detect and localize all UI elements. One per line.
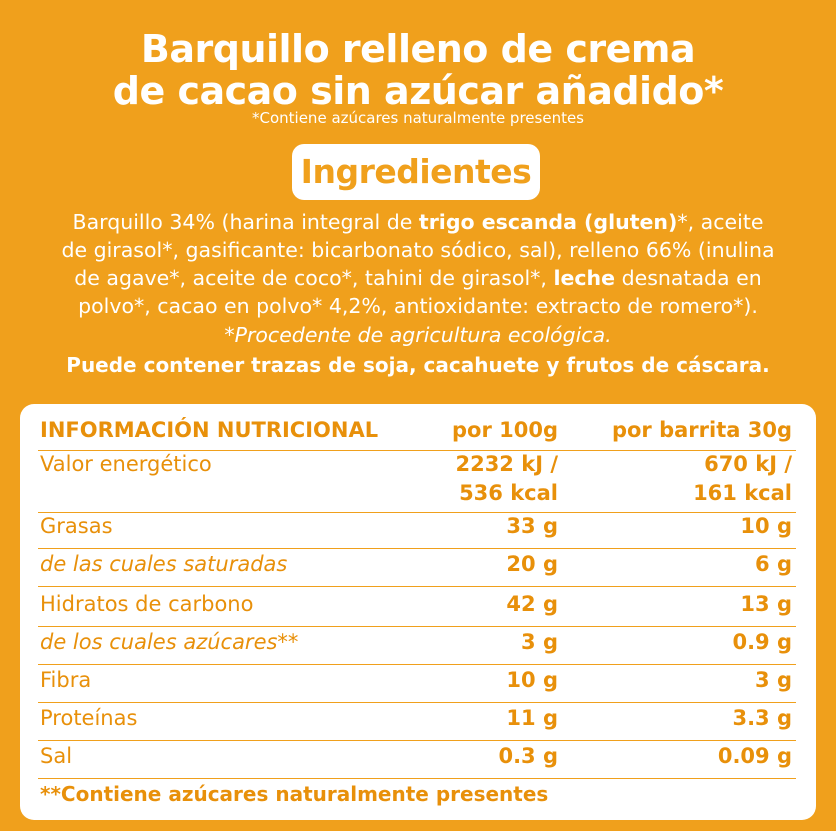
row-label: Sal (40, 744, 73, 768)
nutrition-header-row: INFORMACIÓN NUTRICIONAL por 100g por bar… (38, 416, 796, 451)
row-value-100g: 20 g (506, 552, 558, 576)
row-value-100g: 11 g (506, 706, 558, 730)
row-value-100g: 3 g (521, 630, 558, 654)
row-value-bar: 6 g (755, 552, 792, 576)
row-value-100g: 33 g (506, 514, 558, 538)
table-row: Fibra 10 g 3 g (38, 668, 796, 703)
row-label: Grasas (40, 514, 113, 538)
row-value-100g: 0.3 g (498, 744, 558, 768)
row-value-100g: 42 g (506, 592, 558, 616)
row-value-bar: 3.3 g (732, 706, 792, 730)
product-title: Barquillo relleno de crema de cacao sin … (0, 28, 836, 112)
organic-note: *Procedente de agricultura ecológica. (224, 323, 612, 347)
row-value-100g: 10 g (506, 668, 558, 692)
row-label: Hidratos de carbono (40, 592, 254, 616)
ingredients-text-part: de agave*, aceite de coco*, tahini de gi… (74, 266, 554, 290)
table-row: Hidratos de carbono 42 g 13 g (38, 592, 796, 627)
ingredients-text-part: *, aceite (677, 210, 764, 234)
table-row-energy: Valor energético 2232 kJ / 536 kcal 670 … (38, 452, 796, 513)
ingredients-line-1: Barquillo 34% (harina integral de trigo … (30, 208, 806, 236)
table-row: Sal 0.3 g 0.09 g (38, 744, 796, 779)
row-value-bar: 3 g (755, 668, 792, 692)
title-line-2: de cacao sin azúcar añadido* (112, 69, 724, 113)
title-footnote: *Contiene azúcares naturalmente presente… (252, 109, 584, 127)
energy-bar-kj: 670 kJ / (704, 452, 792, 476)
table-row: de los cuales azúcares** 3 g 0.9 g (38, 630, 796, 665)
ingredients-text-part: Barquillo 34% (harina integral de (72, 210, 419, 234)
row-value-bar: 13 g (740, 592, 792, 616)
traces-warning: Puede contener trazas de soja, cacahuete… (66, 353, 770, 377)
row-label: Proteínas (40, 706, 138, 730)
energy-label: Valor energético (40, 452, 212, 476)
allergen-gluten: trigo escanda (gluten) (418, 210, 678, 234)
ingredients-line-2: de girasol*, gasificante: bicarbonato só… (61, 238, 775, 262)
energy-bar-kcal: 161 kcal (693, 481, 792, 505)
ingredients-line-4: polvo*, cacao en polvo* 4,2%, antioxidan… (78, 294, 758, 318)
header-per-100g: por 100g (452, 418, 558, 442)
ingredients-text: Barquillo 34% (harina integral de trigo … (30, 208, 806, 320)
table-row: Proteínas 11 g 3.3 g (38, 706, 796, 741)
nutrition-panel: INFORMACIÓN NUTRICIONAL por 100g por bar… (20, 404, 816, 820)
row-label: Fibra (40, 668, 92, 692)
header-label: INFORMACIÓN NUTRICIONAL (40, 418, 379, 442)
header-per-bar: por barrita 30g (611, 418, 792, 442)
table-row: de las cuales saturadas 20 g 6 g (38, 552, 796, 587)
ingredients-heading: Ingredientes (292, 144, 540, 200)
table-row: Grasas 33 g 10 g (38, 514, 796, 549)
row-value-bar: 0.9 g (732, 630, 792, 654)
allergen-milk: leche (553, 266, 616, 290)
energy-100g-kcal: 536 kcal (459, 481, 558, 505)
row-label: de los cuales azúcares** (40, 630, 299, 654)
row-value-bar: 0.09 g (717, 744, 792, 768)
title-line-1: Barquillo relleno de crema (140, 27, 696, 71)
row-label: de las cuales saturadas (40, 552, 288, 576)
table-footnote: **Contiene azúcares naturalmente present… (40, 782, 549, 806)
energy-100g-kj: 2232 kJ / (455, 452, 558, 476)
ingredients-line-3: de agave*, aceite de coco*, tahini de gi… (30, 264, 806, 292)
ingredients-text-part: desnatada en (615, 266, 762, 290)
row-value-bar: 10 g (740, 514, 792, 538)
